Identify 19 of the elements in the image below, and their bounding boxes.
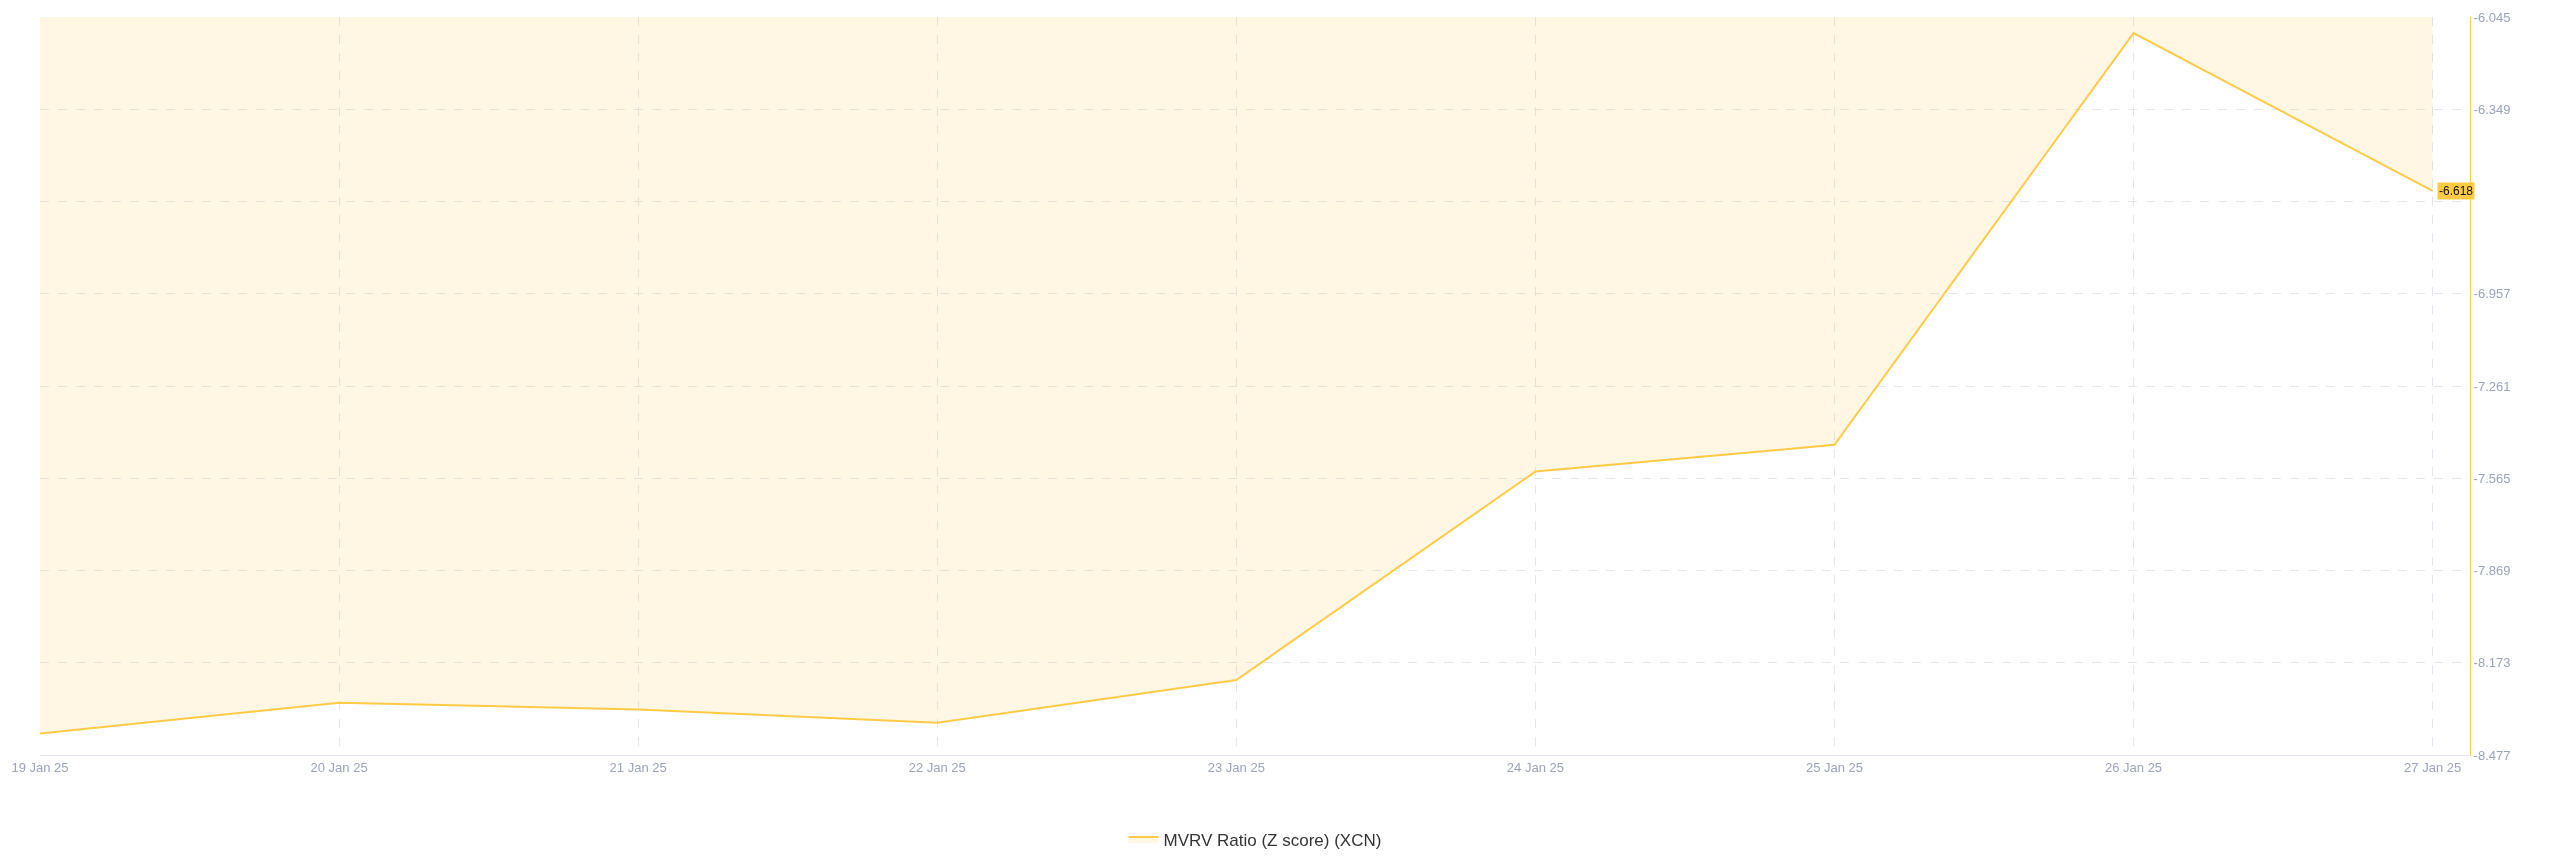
y-tick-label: -8.477 [2473, 747, 2511, 763]
x-tick-label: 26 Jan 25 [2104, 759, 2163, 775]
legend-label: MVRV Ratio (Z score) (XCN) [1163, 830, 1382, 850]
y-tick-label: -7.869 [2473, 563, 2511, 579]
x-tick-label: 21 Jan 25 [609, 759, 667, 775]
x-tick-label: 23 Jan 25 [1207, 759, 1265, 775]
x-tick-label: 24 Jan 25 [1506, 759, 1564, 775]
y-tick-label: -7.565 [2473, 470, 2511, 486]
y-tick-label: -8.173 [2473, 655, 2511, 671]
x-tick-label: 22 Jan 25 [908, 759, 966, 775]
y-tick-label: -6.349 [2473, 101, 2511, 117]
x-tick-label: 25 Jan 25 [1805, 759, 1864, 775]
y-tick-label: -7.261 [2473, 378, 2511, 394]
x-tick-label: 27 Jan 25 [2404, 759, 2462, 775]
data-label: -6.618 [2439, 184, 2474, 198]
y-tick-label: -6.045 [2473, 9, 2511, 25]
y-tick-label: -6.957 [2473, 286, 2511, 302]
x-tick-label: 20 Jan 25 [310, 759, 368, 775]
x-tick-label: 19 Jan 25 [11, 759, 69, 775]
